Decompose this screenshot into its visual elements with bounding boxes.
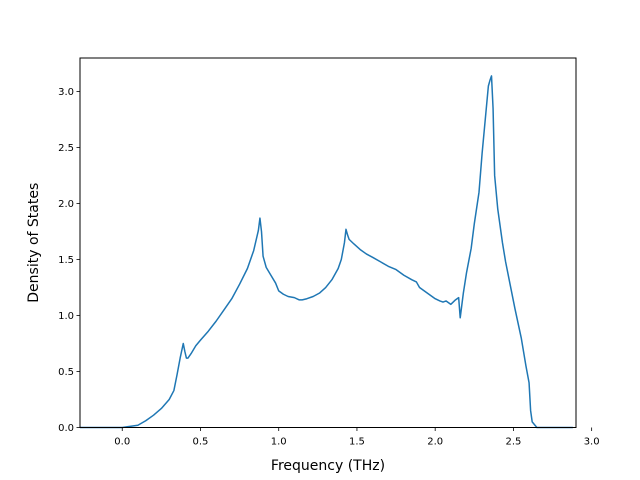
- y-axis-ticks: 0.0 0.5 1.0 1.5 2.0 2.5 3.0: [58, 87, 80, 434]
- x-tick-label: 1.5: [349, 437, 365, 448]
- y-tick-label: 1.5: [58, 255, 74, 266]
- x-axis-title: Frequency (THz): [271, 458, 385, 474]
- x-tick-label: 2.5: [505, 437, 521, 448]
- y-tick-label: 0.5: [58, 367, 74, 378]
- x-tick-label: 0.0: [114, 437, 130, 448]
- series-layer: [80, 75, 573, 429]
- y-tick-label: 3.0: [58, 87, 74, 98]
- axes-frame: [79, 57, 577, 428]
- y-tick-label: 2.5: [58, 143, 74, 154]
- x-tick-label: 0.5: [193, 437, 209, 448]
- x-tick-label: 2.0: [427, 437, 443, 448]
- x-tick-label: 3.0: [584, 437, 600, 448]
- y-tick-label: 0.0: [58, 423, 74, 434]
- y-tick-label: 2.0: [58, 199, 74, 210]
- series-line-0: [80, 75, 573, 429]
- x-tick-label: 1.0: [271, 437, 287, 448]
- y-axis-title: Density of States: [26, 183, 42, 303]
- x-axis-ticks: 0.0 0.5 1.0 1.5 2.0 2.5 3.0: [114, 427, 600, 448]
- y-tick-label: 1.0: [58, 311, 74, 322]
